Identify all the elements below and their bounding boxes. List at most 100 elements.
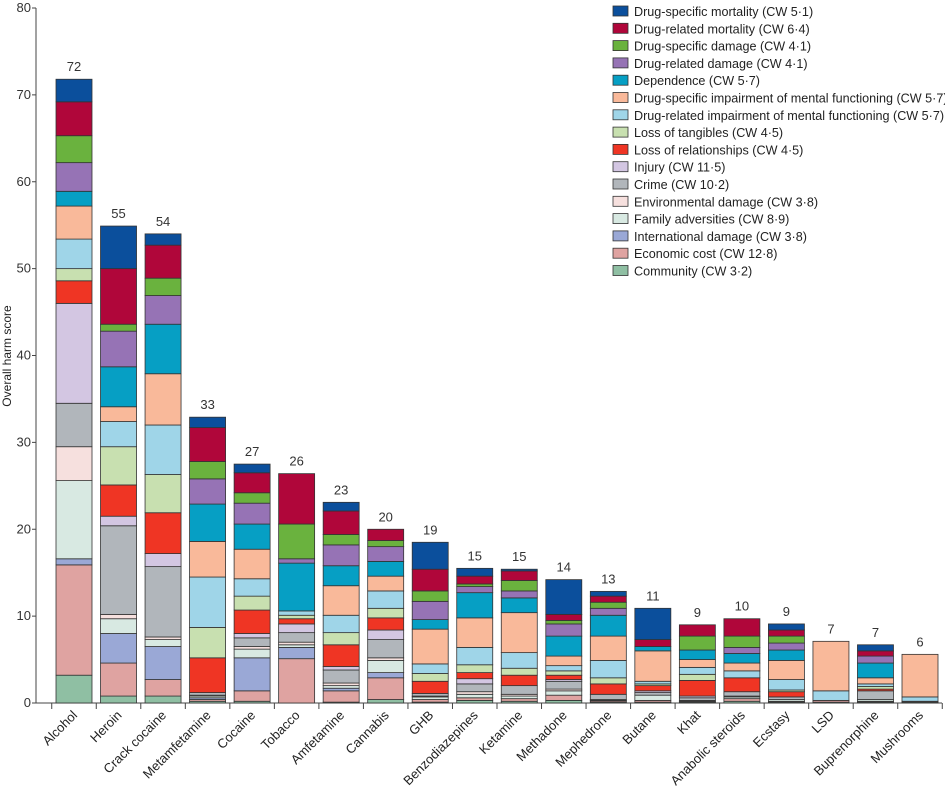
bar-segment: [634, 607, 672, 640]
legend-swatch: [612, 195, 629, 207]
legend-item: Drug-specific damage (CW 4·1): [612, 40, 811, 54]
bar-segment: [278, 523, 316, 560]
bar-segment: [322, 534, 360, 546]
bar-segment: [278, 632, 316, 643]
bar-segment: [55, 205, 93, 240]
y-tick-label: 20: [17, 521, 31, 536]
x-tick-label: Heroin: [87, 708, 125, 746]
bar-segment: [589, 660, 627, 679]
bar-segment: [545, 579, 583, 615]
bar-segment: [100, 323, 137, 332]
bar-segment: [100, 618, 137, 634]
bar-stack: [411, 541, 449, 704]
legend-swatch: [612, 178, 629, 190]
bar-segment: [233, 633, 271, 639]
bar-segment: [768, 660, 805, 680]
bar-segment: [411, 600, 449, 621]
bar-segment: [500, 590, 538, 599]
bar-segment: [367, 639, 405, 659]
bar-segment: [678, 666, 716, 675]
legend-item: Injury (CW 11·5): [612, 161, 725, 175]
y-tick-label: 50: [17, 261, 31, 276]
bar-stack: [589, 590, 627, 704]
total-label: 9: [783, 604, 790, 619]
bar-segment: [233, 492, 271, 504]
bars: [55, 78, 939, 704]
bar-segment: [678, 673, 716, 681]
bar-segment: [55, 101, 93, 137]
bar-segment: [367, 672, 405, 679]
bar-stack: [723, 618, 761, 704]
bar-segment: [768, 629, 805, 637]
bar-segment: [857, 650, 894, 657]
legend-swatch: [612, 109, 629, 121]
bar-segment: [278, 623, 316, 634]
bar-stack: [768, 623, 805, 704]
total-label: 19: [423, 522, 437, 537]
bar-segment: [189, 478, 226, 505]
bar-segment: [723, 618, 761, 637]
bar-segment: [456, 647, 494, 666]
bar-segment: [634, 646, 672, 652]
bar-segment: [857, 690, 894, 700]
bar-segment: [278, 610, 316, 616]
bar-segment: [411, 628, 449, 665]
legend-swatch: [612, 22, 629, 34]
bar-segment: [100, 633, 137, 664]
bar-segment: [233, 523, 271, 550]
bar-stack: [55, 78, 93, 704]
bar-segment: [901, 653, 939, 698]
total-label: 10: [735, 599, 749, 614]
bar-segment: [500, 674, 538, 687]
y-tick-label: 80: [17, 0, 31, 15]
bar-stack: [322, 501, 360, 704]
bar-segment: [857, 677, 894, 685]
bar-segment: [545, 620, 583, 625]
bar-segment: [411, 590, 449, 602]
legend-label: International damage (CW 3·8): [634, 230, 807, 244]
bar-segment: [456, 672, 494, 680]
bar-segment: [589, 595, 627, 603]
bar-segment: [367, 540, 405, 548]
bar-segment: [100, 406, 137, 422]
bar-segment: [100, 484, 137, 517]
y-tick-label: 70: [17, 87, 31, 102]
bar-segment: [100, 613, 137, 620]
bar-segment: [411, 541, 449, 570]
bar-segment: [189, 427, 226, 462]
bar-segment: [322, 510, 360, 535]
legend: Drug-specific mortality (CW 5·1) Drug-rel…: [612, 5, 945, 279]
total-label: 15: [512, 549, 526, 564]
bar-segment: [233, 690, 271, 702]
bar-segment: [322, 632, 360, 646]
bar-segment: [545, 680, 583, 690]
legend-swatch: [612, 230, 629, 242]
bar-segment: [456, 683, 494, 693]
bar-segment: [278, 658, 316, 704]
legend-swatch: [612, 74, 629, 86]
bar-segment: [456, 617, 494, 648]
x-tick-label: Benzodiazepines: [400, 707, 481, 786]
x-tick-label: Tobacco: [258, 708, 303, 753]
bar-segment: [367, 590, 405, 609]
total-label: 14: [557, 560, 571, 575]
legend-item: Economic cost (CW 12·8): [612, 247, 777, 261]
bar-segment: [233, 648, 271, 659]
bar-segment: [55, 162, 93, 192]
bar-segment: [456, 575, 494, 585]
bar-segment: [723, 647, 761, 654]
bar-segment: [723, 635, 761, 648]
legend-label: Loss of relationships (CW 4·5): [634, 143, 803, 157]
legend-item: Crime (CW 10·2): [612, 178, 729, 192]
bar-segment: [233, 502, 271, 525]
bar-segment: [233, 578, 271, 597]
bar-segment: [500, 612, 538, 654]
bar-segment: [500, 685, 538, 695]
y-axis-label: Overall harm score: [0, 305, 14, 407]
bar-segment: [589, 601, 627, 609]
bar-stack: [678, 624, 716, 704]
bar-segment: [278, 614, 316, 620]
legend-swatch: [612, 92, 629, 103]
bar-segment: [100, 225, 137, 270]
bar-segment: [857, 655, 894, 664]
